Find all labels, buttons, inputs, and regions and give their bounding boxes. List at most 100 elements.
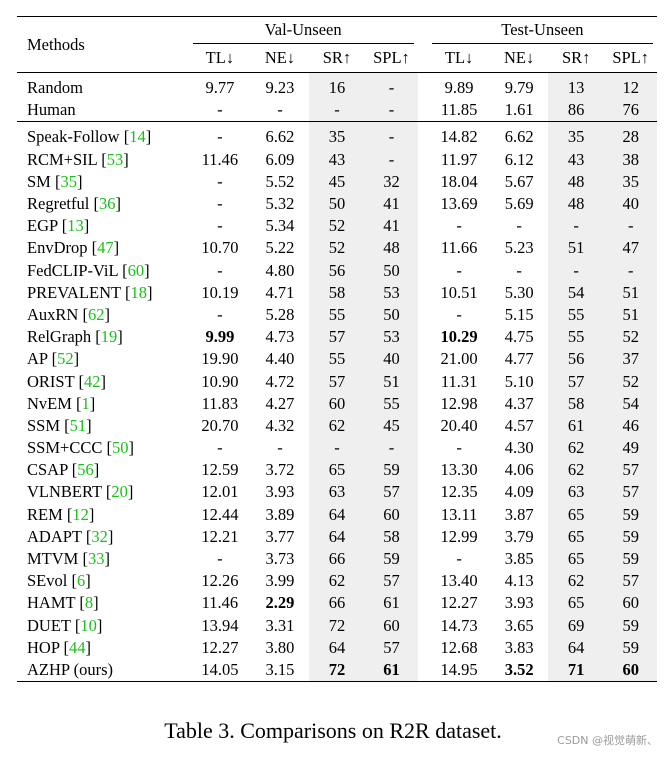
citation-link[interactable]: 12 xyxy=(72,504,89,524)
citation-link[interactable]: 53 xyxy=(106,149,124,169)
citation-link[interactable]: 6 xyxy=(76,571,86,591)
citation-link[interactable]: 1 xyxy=(81,393,90,413)
test-spl-cell: 47 xyxy=(604,237,657,260)
citation-link[interactable]: 50 xyxy=(111,438,129,458)
test-spl-cell: 12 xyxy=(604,72,657,100)
val-sr-cell: - xyxy=(308,99,366,122)
table-row: PREVALENT [18] 10.19 4.71 58 53 10.51 5.30 54 51 xyxy=(17,281,657,304)
citation-link[interactable]: 56 xyxy=(77,460,94,480)
citation-link[interactable]: 18 xyxy=(130,282,147,302)
test-sr-cell: 63 xyxy=(547,481,605,504)
citation-link[interactable]: 51 xyxy=(69,415,87,435)
test-spl-cell: 59 xyxy=(604,636,657,659)
citation-link[interactable]: 52 xyxy=(57,349,74,369)
val-sr-cell: 55 xyxy=(308,303,366,327)
table-row: HOP [44] 12.27 3.80 64 57 12.68 3.83 64 59 xyxy=(17,636,657,659)
val-spl-cell: 41 xyxy=(365,192,418,216)
test-sr-cell: 54 xyxy=(547,281,605,304)
table-row: SEvol [6] 12.26 3.99 62 57 13.40 4.13 62 57 xyxy=(17,570,657,593)
citation-link[interactable]: 14 xyxy=(129,127,146,147)
citation-link[interactable]: 19 xyxy=(100,327,118,347)
citation-link[interactable]: 13 xyxy=(67,216,84,236)
val-tl-cell: 11.46 xyxy=(201,593,239,613)
method-name: AZHP (ours) xyxy=(27,659,114,679)
method-name: HOP xyxy=(27,637,60,657)
val-ne-cell: 3.15 xyxy=(251,658,309,683)
val-ne-cell: 4.32 xyxy=(265,415,295,435)
table-row: FedCLIP-ViL [60] -4.80 56 50- - - - xyxy=(17,259,657,282)
citation-link[interactable]: 62 xyxy=(87,304,105,324)
test-sr-cell: 57 xyxy=(547,370,605,393)
citation-link[interactable]: 44 xyxy=(69,637,86,657)
test-spl-cell: 52 xyxy=(604,326,657,349)
method-name: HAMT xyxy=(27,593,76,613)
citation-link[interactable]: 10 xyxy=(80,615,97,635)
method-name-cell: Random xyxy=(17,72,189,100)
citation-link[interactable]: 42 xyxy=(84,371,101,391)
test-sr-cell: 48 xyxy=(547,170,605,193)
test-ne-cell: 5.69 xyxy=(504,194,534,214)
method-name: VLNBERT xyxy=(27,482,102,502)
val-spl-cell: 57 xyxy=(365,636,418,659)
method-name-cell: CSAP [56] xyxy=(27,460,100,480)
test-sr-cell: 62 xyxy=(547,570,605,593)
method-name: PREVALENT xyxy=(27,282,121,302)
test-tl-cell: - xyxy=(456,216,462,236)
val-sr-cell: 57 xyxy=(308,370,366,393)
val-spl-cell: 51 xyxy=(365,370,418,393)
method-name-cell: AZHP (ours) xyxy=(17,658,189,683)
method-name-cell: EnvDrop [47] xyxy=(27,238,120,258)
table-row: EnvDrop [47] 10.70 5.22 52 48 11.66 5.23 51 47 xyxy=(17,237,657,260)
val-sr-cell: 55 xyxy=(308,348,366,371)
test-tl-cell: 13.40 xyxy=(440,571,478,591)
val-spl-header: SPL↑ xyxy=(373,48,410,67)
test-spl-cell: 51 xyxy=(604,303,657,327)
test-ne-cell: 1.61 xyxy=(504,100,534,120)
citation-link[interactable]: 20 xyxy=(111,482,128,502)
method-name: ADAPT xyxy=(27,526,82,546)
citation-link[interactable]: 8 xyxy=(84,593,94,613)
citation-link[interactable]: 36 xyxy=(98,194,116,214)
test-spl-cell: 28 xyxy=(604,121,657,149)
citation-link[interactable]: 33 xyxy=(87,549,105,569)
table-row: AP [52] 19.90 4.40 55 40 21.00 4.77 56 37 xyxy=(17,348,657,371)
val-ne-cell: 3.73 xyxy=(265,549,295,569)
val-sr-cell: 65 xyxy=(308,459,366,482)
citation-link[interactable]: 60 xyxy=(127,260,145,280)
test-ne-cell: 3.79 xyxy=(504,526,534,546)
method-name-cell: RelGraph [19] xyxy=(27,327,123,347)
val-ne-cell: 5.52 xyxy=(265,171,295,191)
table-row: AuxRN [62] -5.28 55 50-5.15 55 51 xyxy=(17,303,657,327)
val-sr-cell: 16 xyxy=(308,72,366,100)
test-ne-cell: 9.79 xyxy=(490,72,548,100)
method-name: SEvol xyxy=(27,571,68,591)
val-tl-cell: - xyxy=(217,194,223,214)
val-spl-cell: 58 xyxy=(365,525,418,548)
test-tl-cell: 9.89 xyxy=(427,72,491,100)
val-tl-cell: - xyxy=(217,260,223,280)
val-ne-cell: 3.99 xyxy=(265,571,295,591)
val-ne-cell: 6.09 xyxy=(265,149,295,169)
method-name-cell: SSM+CCC [50] xyxy=(27,438,134,458)
method-name: SSM+CCC xyxy=(27,438,103,458)
citation-link[interactable]: 47 xyxy=(97,238,114,258)
test-ne-cell: 4.06 xyxy=(504,460,534,480)
test-ne-cell: 3.85 xyxy=(504,549,534,569)
test-tl-cell: 11.31 xyxy=(440,371,478,391)
test-sr-cell: 65 xyxy=(547,592,605,615)
test-sr-cell: 56 xyxy=(547,348,605,371)
val-unseen-header: Val-Unseen xyxy=(188,16,418,44)
val-ne-cell: 3.77 xyxy=(265,526,295,546)
val-tl-cell: - xyxy=(188,121,252,149)
results-table-container: Methods Val-Unseen Test-Unseen TL↓ NE↓ S… xyxy=(17,16,657,683)
test-spl-cell: 52 xyxy=(604,370,657,393)
test-spl-cell: 37 xyxy=(604,348,657,371)
test-spl-cell: 57 xyxy=(604,459,657,482)
test-sr-cell: 35 xyxy=(547,121,605,149)
val-spl-cell: 59 xyxy=(365,547,418,571)
val-tl-cell: - xyxy=(217,216,223,236)
citation-link[interactable]: 35 xyxy=(60,171,77,191)
citation-link[interactable]: 32 xyxy=(91,526,108,546)
method-name-cell: AP [52] xyxy=(27,349,80,369)
method-name: RelGraph xyxy=(27,327,92,347)
